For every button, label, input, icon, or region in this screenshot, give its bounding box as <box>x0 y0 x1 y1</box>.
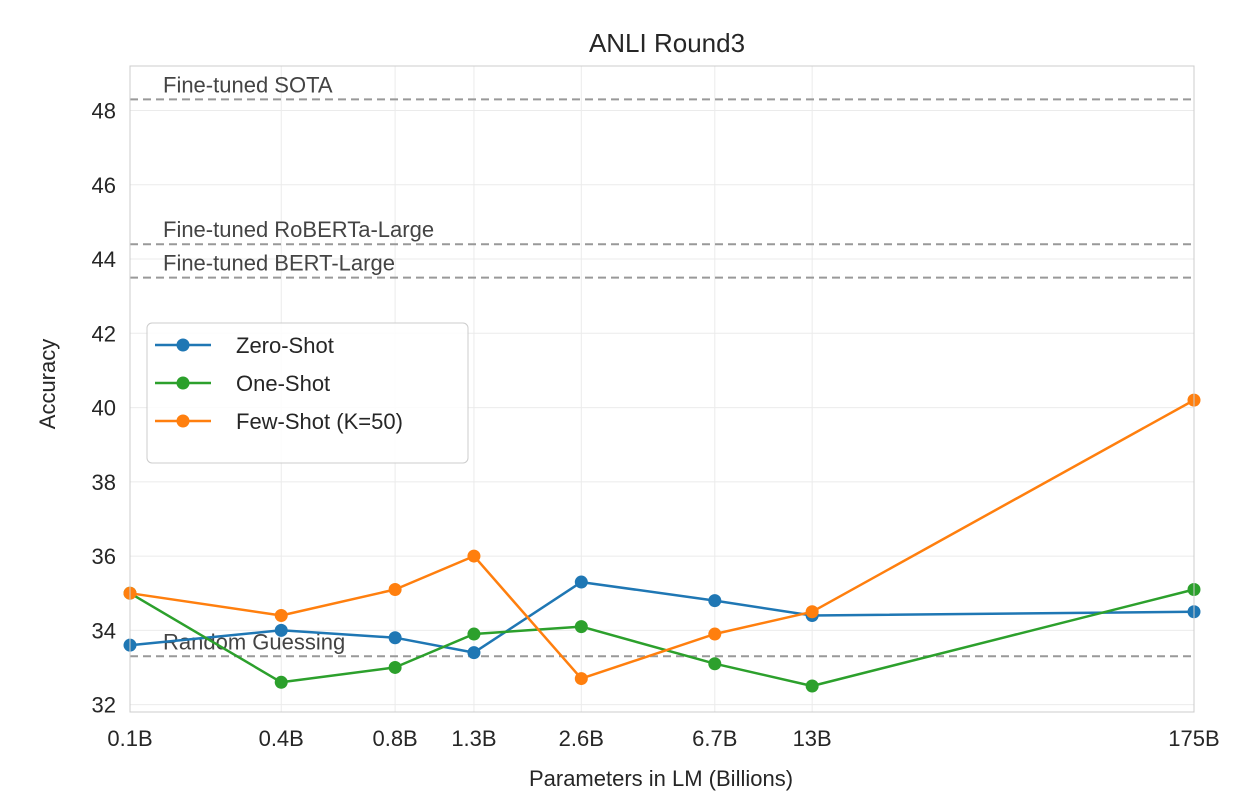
x-tick-label: 13B <box>793 726 832 751</box>
reference-line-label: Fine-tuned RoBERTa-Large <box>163 217 434 242</box>
y-axis-ticks: 32 34 36 38 40 42 44 46 48 <box>92 99 116 718</box>
data-point <box>388 631 402 645</box>
y-tick-label: 40 <box>92 396 116 421</box>
data-point <box>708 627 722 641</box>
x-tick-label: 0.1B <box>107 726 152 751</box>
y-tick-label: 36 <box>92 544 116 569</box>
data-point <box>274 675 288 689</box>
reference-lines: Fine-tuned SOTA Fine-tuned RoBERTa-Large F… <box>130 72 1194 658</box>
legend-label: One-Shot <box>236 371 330 396</box>
data-point <box>805 679 819 693</box>
data-point <box>805 605 819 619</box>
legend-swatch-marker <box>176 376 190 390</box>
x-tick-label: 0.4B <box>259 726 304 751</box>
series-line <box>129 399 1195 680</box>
x-axis-ticks: 0.1B 0.4B 0.8B 1.3B 2.6B 6.7B 13B 175B <box>107 726 1219 751</box>
data-point <box>274 623 288 637</box>
legend: Zero-Shot One-Shot Few-Shot (K=50) <box>146 322 469 464</box>
data-point <box>574 620 588 634</box>
series-line <box>129 588 1195 688</box>
y-tick-label: 48 <box>92 99 116 124</box>
chart-title: ANLI Round3 <box>589 28 745 58</box>
data-point <box>388 582 402 596</box>
y-tick-label: 46 <box>92 173 116 198</box>
data-point <box>274 608 288 622</box>
data-point <box>467 549 481 563</box>
x-tick-label: 2.6B <box>559 726 604 751</box>
y-tick-label: 32 <box>92 693 116 718</box>
x-tick-label: 175B <box>1168 726 1219 751</box>
legend-label: Few-Shot (K=50) <box>236 409 403 434</box>
y-tick-label: 34 <box>92 618 116 643</box>
data-point <box>708 594 722 608</box>
legend-box <box>146 322 469 464</box>
data-point <box>574 575 588 589</box>
data-point <box>467 646 481 660</box>
data-point <box>388 660 402 674</box>
y-tick-label: 38 <box>92 470 116 495</box>
y-axis-label: Accuracy <box>35 339 60 429</box>
reference-line-label: Fine-tuned SOTA <box>163 72 333 97</box>
data-point <box>708 657 722 671</box>
data-point <box>574 672 588 686</box>
data-point <box>467 627 481 641</box>
legend-swatch-marker <box>176 414 190 428</box>
plot-frame <box>129 65 1195 713</box>
reference-line-label: Fine-tuned BERT-Large <box>163 251 395 276</box>
x-axis-label: Parameters in LM (Billions) <box>529 766 793 791</box>
legend-label: Zero-Shot <box>236 333 334 358</box>
y-tick-label: 44 <box>92 247 116 272</box>
x-tick-label: 0.8B <box>372 726 417 751</box>
x-tick-label: 1.3B <box>451 726 496 751</box>
y-tick-label: 42 <box>92 321 116 346</box>
x-tick-label: 6.7B <box>692 726 737 751</box>
legend-swatch-marker <box>176 338 190 352</box>
